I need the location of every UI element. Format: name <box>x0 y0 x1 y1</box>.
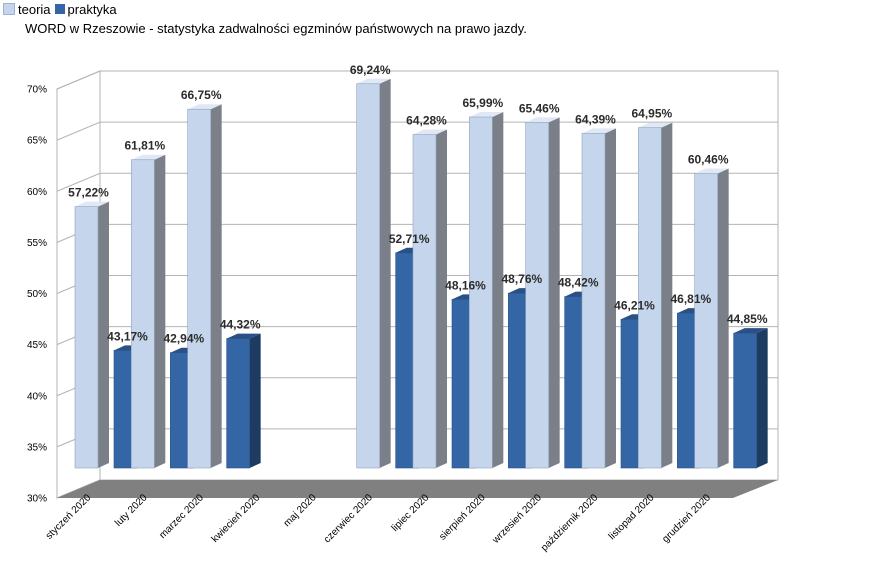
bar-side-teoria <box>661 122 673 468</box>
y-tick-label: 60% <box>27 187 47 198</box>
bar-teoria <box>581 133 606 469</box>
bar-top-teoria <box>638 122 673 128</box>
legend-label-teoria: teoria <box>18 1 51 17</box>
data-label-praktyka: 42,94% <box>163 332 204 346</box>
data-label-praktyka: 46,81% <box>670 292 711 306</box>
y-tick-label: 65% <box>27 136 47 147</box>
y-tick-label: 55% <box>27 238 47 249</box>
data-label-teoria: 57,22% <box>68 186 109 200</box>
data-label-teoria: 64,39% <box>575 112 616 126</box>
bar-side-teoria <box>548 117 560 468</box>
bar-side-teoria <box>436 129 447 468</box>
floor <box>57 480 778 498</box>
x-tick-label: wrzesień 2020 <box>490 492 544 546</box>
data-label-teoria: 64,28% <box>406 113 447 127</box>
y-tick-label: 45% <box>27 340 47 351</box>
bar-side-teoria <box>210 104 222 468</box>
bar-top-praktyka <box>226 333 261 339</box>
data-label-praktyka: 43,17% <box>107 329 148 343</box>
data-label-teoria: 69,24% <box>350 63 391 77</box>
bar-side-teoria <box>605 128 616 468</box>
bar-side-praktyka <box>756 328 768 468</box>
legend-label-praktyka: praktyka <box>67 1 117 17</box>
bar-teoria <box>412 134 437 469</box>
bar-teoria <box>187 108 211 469</box>
bar-side-teoria <box>154 154 166 469</box>
bars <box>74 78 768 469</box>
data-label-teoria: 61,81% <box>124 139 165 153</box>
bar-teoria <box>638 127 662 469</box>
bar-teoria <box>131 159 155 469</box>
bar-top-teoria <box>75 201 109 207</box>
legend-swatch-teoria <box>3 3 15 15</box>
bar-top-teoria <box>525 117 560 123</box>
data-label-praktyka: 46,21% <box>614 298 655 312</box>
y-tick-label: 30% <box>27 494 47 505</box>
bar-side-teoria <box>717 168 729 468</box>
data-label-teoria: 66,75% <box>181 88 222 102</box>
bar-top-teoria <box>131 154 166 160</box>
x-tick-label: styczeń 2020 <box>44 492 94 542</box>
y-tick-label: 40% <box>27 391 47 402</box>
bar-top-praktyka <box>733 328 768 334</box>
bar-teoria <box>694 173 718 469</box>
bar-teoria <box>356 83 380 469</box>
bar-top-teoria <box>356 78 391 84</box>
data-label-teoria: 65,99% <box>462 96 503 110</box>
chart-title: WORD w Rzeszowie - statystyka zadwalnośc… <box>25 21 527 36</box>
bar-teoria <box>525 122 549 469</box>
gridline <box>56 70 778 90</box>
bar-praktyka <box>733 332 757 469</box>
data-label-praktyka: 48,76% <box>501 272 542 286</box>
y-tick-label: 50% <box>27 289 47 300</box>
legend-item-teoria: teoria <box>3 2 51 17</box>
x-tick-label: listopad 2020 <box>607 492 657 542</box>
y-tick-label: 70% <box>27 85 47 96</box>
data-label-praktyka: 44,32% <box>220 318 261 332</box>
legend: teoria praktyka <box>3 1 121 17</box>
bar-side-praktyka <box>249 333 261 468</box>
x-tick-label: sierpień 2020 <box>437 492 488 543</box>
bar-side-teoria <box>379 78 391 469</box>
data-label-praktyka: 52,71% <box>389 232 430 246</box>
data-label-teoria: 60,46% <box>688 153 729 167</box>
x-tick-labels: styczeń 2020 luty 2020 marzec 2020 kwiecień… <box>44 492 713 554</box>
bar-top-teoria <box>413 129 447 135</box>
x-tick-label: lipiec 2020 <box>390 492 432 534</box>
data-labels: 57,22% 43,17% 61,81% 42,94% 66,75% 44,32% 69,2… <box>68 63 768 346</box>
data-label-praktyka: 44,85% <box>727 312 768 326</box>
x-tick-label: kwiecień 2020 <box>210 492 263 545</box>
bar-top-teoria <box>469 112 504 118</box>
data-label-teoria: 65,46% <box>519 101 560 115</box>
data-label-praktyka: 48,16% <box>445 278 486 292</box>
x-tick-label: czerwiec 2020 <box>322 492 375 545</box>
y-tick-label: 35% <box>27 442 47 453</box>
data-label-teoria: 64,95% <box>631 107 672 121</box>
bar-praktyka <box>226 338 250 469</box>
chart-floor <box>57 480 778 498</box>
bar-teoria <box>74 206 99 469</box>
bar-side-teoria <box>98 201 109 468</box>
bar-top-teoria <box>694 168 729 174</box>
y-tick-labels: 30% 35% 40% 45% 50% 55% 60% 65% 70% <box>27 85 47 505</box>
data-label-praktyka: 48,42% <box>558 276 599 290</box>
x-tick-label: grudzień 2020 <box>660 492 713 545</box>
legend-item-praktyka: praktyka <box>54 1 117 17</box>
bar-side-teoria <box>492 112 504 468</box>
x-tick-label: październik 2020 <box>539 492 601 554</box>
bar-top-teoria <box>582 128 616 134</box>
bar-top-teoria <box>187 104 222 110</box>
legend-swatch-praktyka <box>54 4 65 14</box>
x-tick-label: marzec 2020 <box>157 492 206 541</box>
bar-teoria <box>469 116 493 469</box>
